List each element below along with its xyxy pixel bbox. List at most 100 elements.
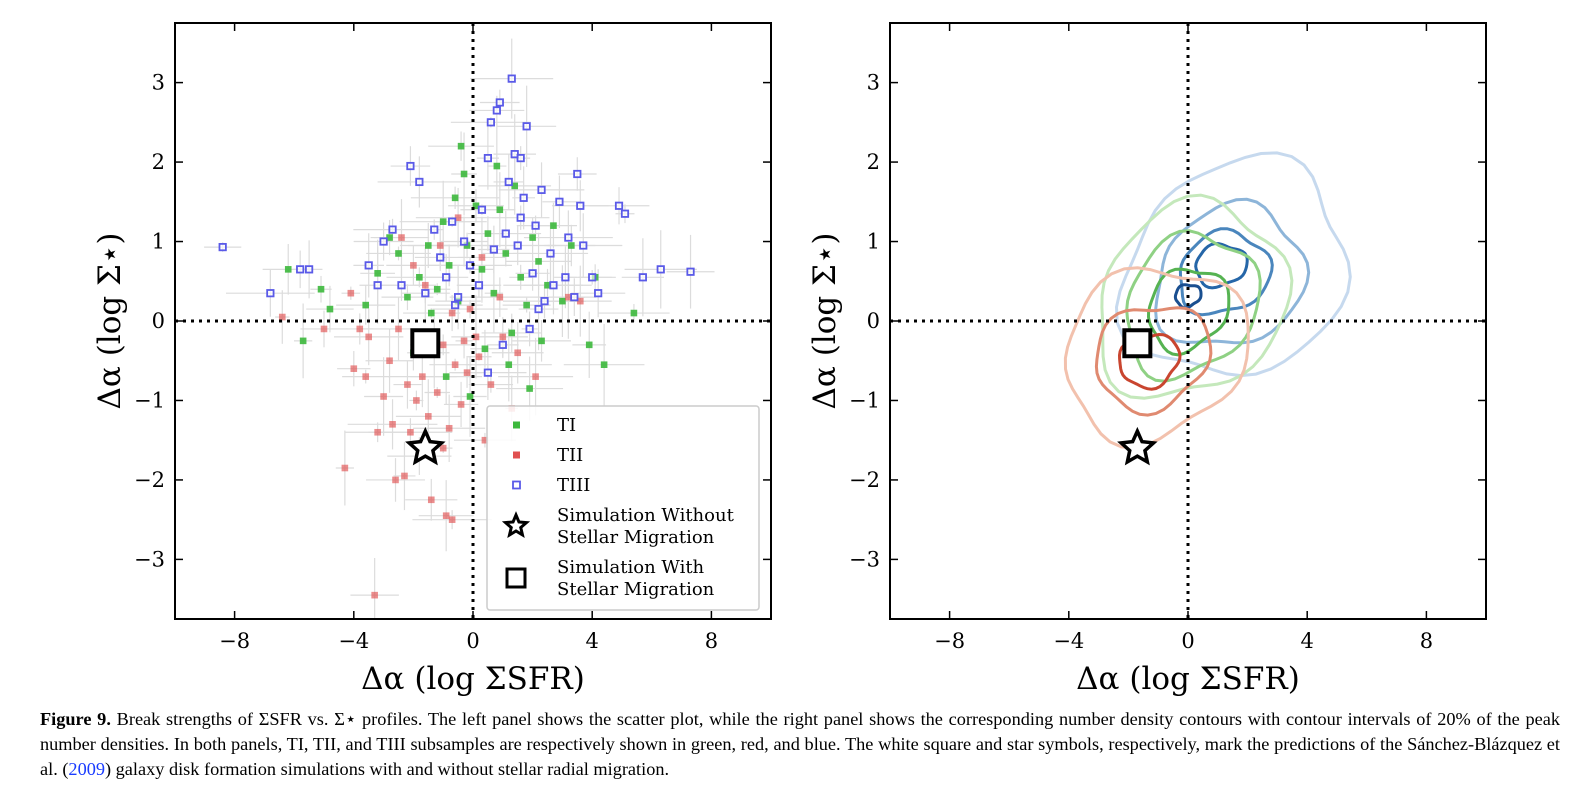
point-TIII <box>379 237 388 246</box>
contours-TI <box>1100 193 1294 400</box>
point-TII <box>362 373 370 380</box>
point-TII <box>422 281 429 289</box>
point-TIII <box>614 201 624 210</box>
legend-box <box>486 405 760 611</box>
point-TIII <box>388 225 397 234</box>
legend-square-icon <box>505 567 527 589</box>
point-TII <box>532 373 539 380</box>
point-TI <box>445 262 453 269</box>
point-TIII <box>588 273 597 282</box>
point-TI <box>559 297 566 305</box>
point-TI <box>416 273 423 281</box>
caption-text-end: ) galaxy disk formation simulations with… <box>104 759 670 779</box>
legend-marker-TII <box>513 451 520 459</box>
point-TIII <box>546 249 555 258</box>
point-TI <box>451 194 459 202</box>
point-TIII <box>495 98 504 107</box>
point-TI <box>502 250 510 257</box>
point-TII <box>445 424 453 432</box>
contour-TIII-level-1 <box>1114 151 1352 378</box>
point-TII <box>427 496 435 504</box>
point-TIII <box>451 301 460 310</box>
point-TIII <box>304 265 314 274</box>
point-TIII <box>430 225 439 234</box>
point-TII <box>407 428 414 436</box>
point-TII <box>460 337 468 345</box>
point-TIII <box>594 289 603 298</box>
point-TIII <box>483 153 493 163</box>
point-TII <box>389 421 396 428</box>
point-TII <box>410 262 417 269</box>
point-TI <box>362 301 370 309</box>
legend-label-TIII: TIII <box>557 475 590 496</box>
point-TI <box>529 234 536 241</box>
point-TIII <box>504 177 513 187</box>
point-TII <box>380 393 387 400</box>
point-TI <box>472 202 480 210</box>
y-axis-label: Δα (log Σ⋆) <box>92 233 128 410</box>
point-TI <box>505 361 513 369</box>
point-TII <box>433 389 441 396</box>
point-TIII <box>489 245 498 254</box>
legend-marker-TI <box>513 421 520 429</box>
point-TI <box>526 385 533 392</box>
point-TI <box>442 373 450 380</box>
legend-label-sim-without: Simulation Without <box>557 505 735 526</box>
point-TIII <box>573 169 582 179</box>
point-TII <box>481 436 489 444</box>
citation-link[interactable]: 2009 <box>68 759 105 779</box>
point-TI <box>484 230 492 237</box>
y-tick-label: −1 <box>849 388 880 412</box>
point-TII <box>365 333 372 341</box>
legend-label-TI: TI <box>557 415 576 436</box>
point-TIII <box>474 281 484 290</box>
point-TI <box>517 273 524 281</box>
point-TIII <box>549 281 558 290</box>
point-TII <box>487 381 495 388</box>
series-TI <box>284 142 638 400</box>
point-TI <box>395 250 402 257</box>
point-TIII <box>522 122 531 131</box>
y-tick-label: 0 <box>867 309 880 333</box>
point-TII <box>398 234 405 241</box>
point-TII <box>499 333 507 341</box>
x-axis-label: Δα (log ΣSFR) <box>361 661 585 697</box>
y-tick-label: 3 <box>867 71 880 95</box>
x-tick-label: 4 <box>1301 629 1314 653</box>
point-TI <box>568 242 575 249</box>
contour-TI-level-2 <box>1125 229 1262 383</box>
point-TIII <box>528 269 537 278</box>
point-TI <box>496 206 504 214</box>
point-TI <box>299 337 307 345</box>
point-TII <box>451 361 459 369</box>
point-TIII <box>218 242 227 252</box>
point-TIII <box>501 229 510 238</box>
point-TI <box>478 266 486 273</box>
point-TII <box>478 254 486 261</box>
point-TII <box>278 313 286 321</box>
contour-TII-level-1 <box>1063 266 1250 450</box>
contour-TIII-level-5 <box>1173 283 1203 310</box>
x-tick-label: 8 <box>705 629 718 653</box>
point-TIII <box>477 205 487 214</box>
point-TIII <box>620 209 630 218</box>
point-TI <box>284 266 292 273</box>
point-TIII <box>442 273 451 282</box>
y-tick-label: 1 <box>867 230 880 254</box>
point-TI <box>550 222 557 229</box>
point-TIII <box>570 293 579 302</box>
point-TII <box>413 397 420 404</box>
point-TI <box>404 293 411 301</box>
x-tick-label: −8 <box>934 629 965 653</box>
point-TIII <box>421 289 430 298</box>
point-TI <box>386 234 393 241</box>
point-TI <box>326 305 334 313</box>
point-TII <box>356 325 364 333</box>
point-TII <box>404 381 411 388</box>
point-TIII <box>448 217 457 226</box>
contour-TIII-level-4 <box>1194 242 1249 290</box>
point-TIII <box>406 161 415 171</box>
point-TIII <box>656 265 665 274</box>
contour-plot-area <box>1063 151 1352 450</box>
y-axis-label: Δα (log Σ⋆) <box>807 233 843 410</box>
